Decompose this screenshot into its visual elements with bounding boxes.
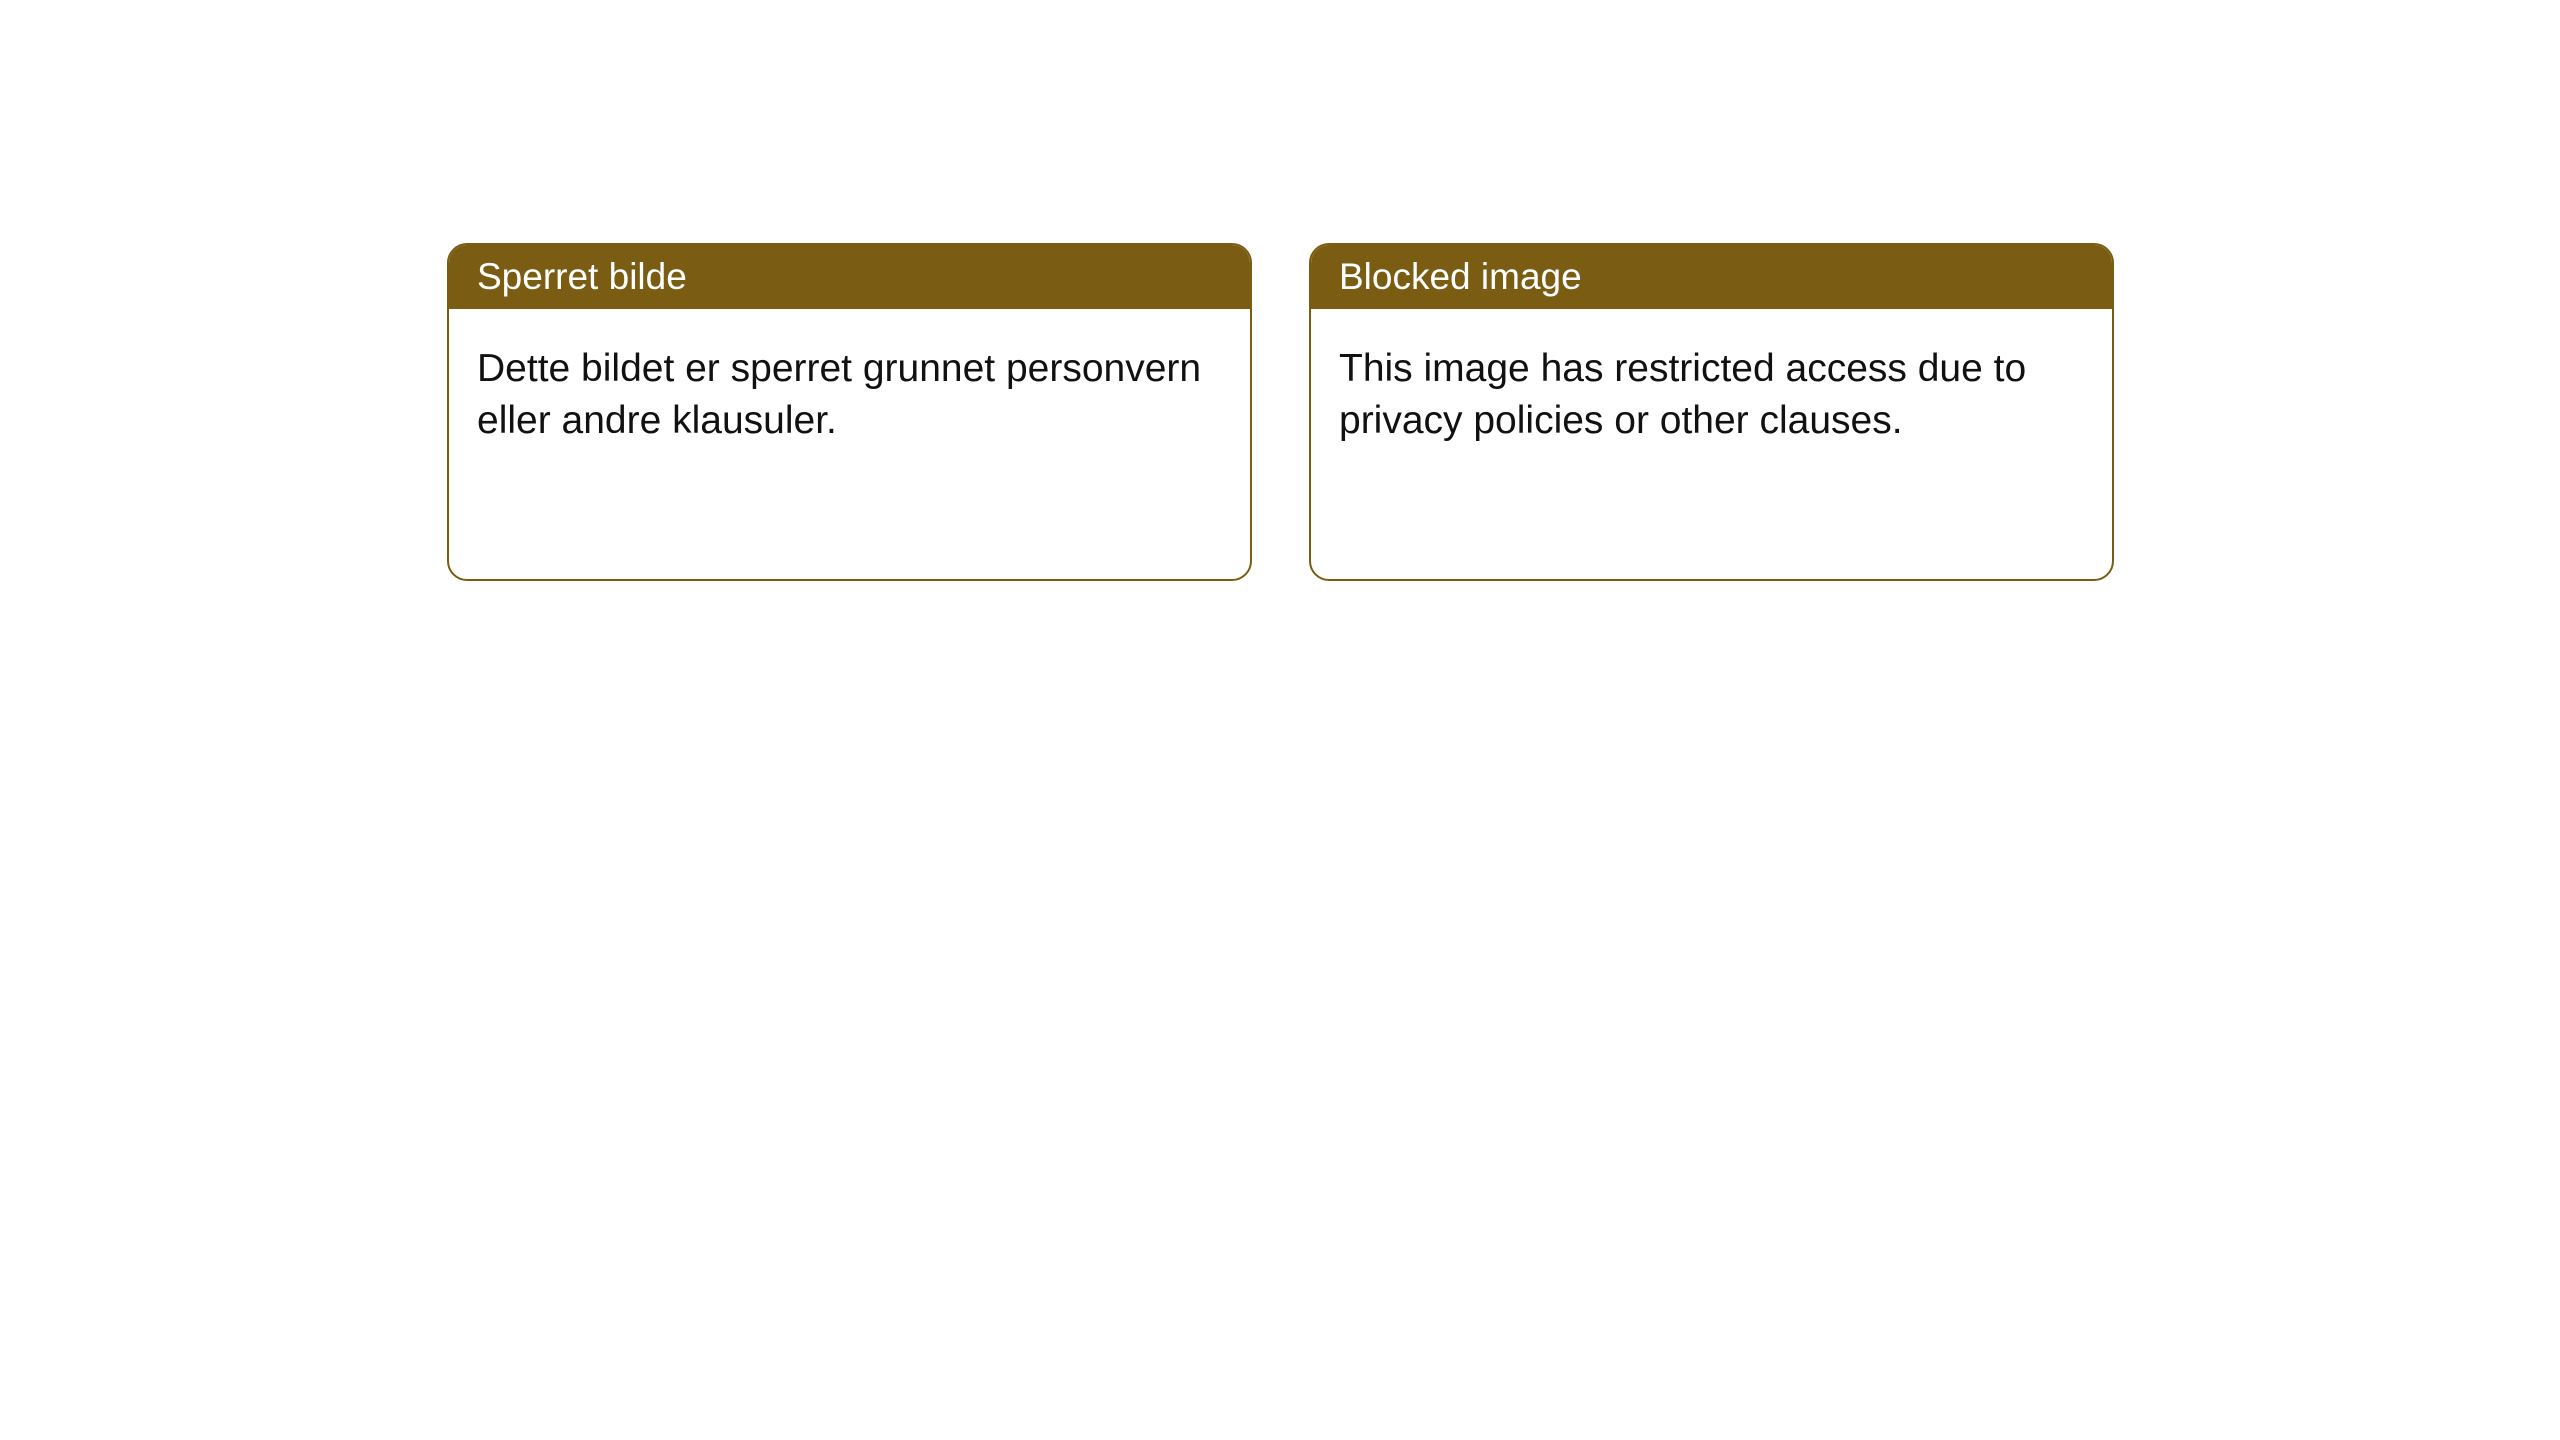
card-body-no: Dette bildet er sperret grunnet personve… xyxy=(449,309,1250,482)
blocked-image-card-en: Blocked image This image has restricted … xyxy=(1309,243,2114,581)
card-header-no: Sperret bilde xyxy=(449,245,1250,309)
blocked-image-card-no: Sperret bilde Dette bildet er sperret gr… xyxy=(447,243,1252,581)
card-body-en: This image has restricted access due to … xyxy=(1311,309,2112,482)
card-header-en: Blocked image xyxy=(1311,245,2112,309)
notice-container: Sperret bilde Dette bildet er sperret gr… xyxy=(447,243,2114,581)
